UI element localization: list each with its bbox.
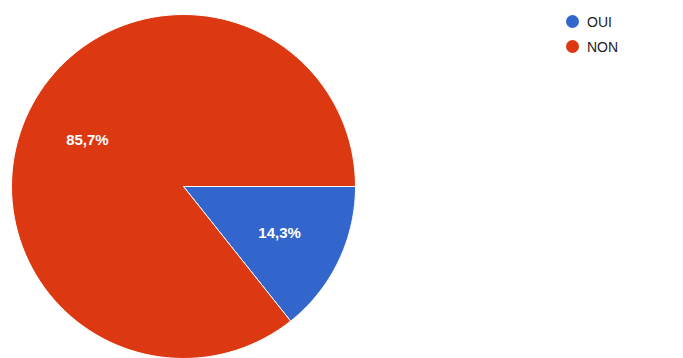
html-text:NON: NON — [587, 38, 619, 55]
html-text:OUI: OUI — [587, 13, 612, 30]
svg-text:85,7%: 85,7% — [66, 131, 109, 148]
svg-text:14,3%: 14,3% — [258, 224, 301, 241]
